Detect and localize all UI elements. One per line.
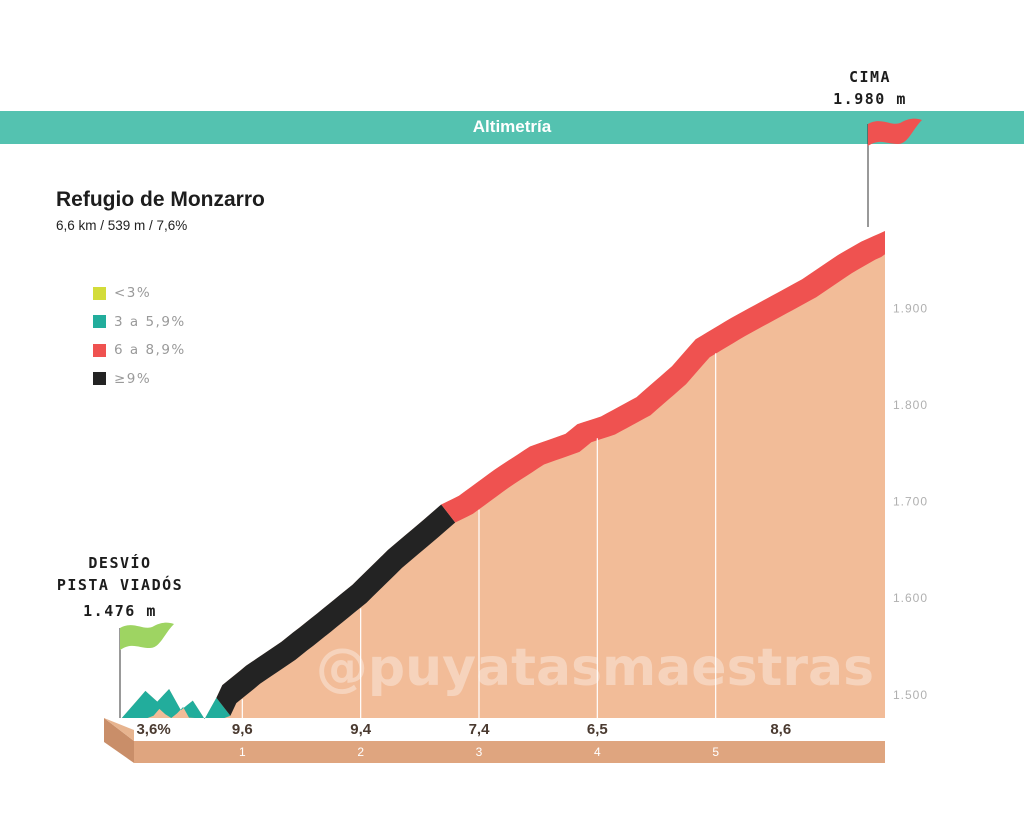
start-label-line2: PISTA VIADÓS (56, 576, 184, 594)
x-tick-label: 2 (357, 745, 364, 759)
segment-gradient-label: 8,6 (770, 721, 791, 738)
x-tick-label: 4 (594, 745, 601, 759)
legend-item: ≥9% (93, 365, 186, 394)
summit-flag (868, 118, 922, 146)
x-tick-label: 5 (712, 745, 719, 759)
legend-swatch (93, 315, 106, 329)
legend: <3% 3 a 5,9% 6 a 8,9% ≥9% (93, 279, 186, 393)
segment-gradient-label: 9,6 (232, 721, 253, 738)
x-tick-label: 3 (476, 745, 483, 759)
start-label-line1: DESVÍO (88, 554, 152, 572)
segment-gradient-label: 7,4 (469, 721, 491, 738)
y-tick-label: 1.800 (893, 398, 928, 412)
header-title: Altimetría (472, 117, 552, 136)
segment-gradient-label: 6,5 (587, 721, 608, 738)
start-flag (120, 622, 174, 650)
legend-label: <3% (114, 285, 152, 302)
legend-swatch (93, 286, 106, 300)
legend-label: 3 a 5,9% (114, 313, 186, 330)
summit-label: CIMA 1.980 m (800, 66, 940, 110)
y-tick-label: 1.900 (893, 301, 928, 315)
summit-elevation: 1.980 m (833, 90, 907, 108)
legend-item: 6 a 8,9% (93, 336, 186, 365)
watermark: @puyatasmaestras (316, 638, 874, 698)
base-block-side (104, 718, 134, 763)
climb-stats: 6,6 km / 539 m / 7,6% (56, 218, 188, 233)
legend-label: 6 a 8,9% (114, 342, 186, 359)
legend-swatch (93, 343, 106, 357)
y-tick-label: 1.700 (893, 495, 928, 509)
header-banner: Altimetría (0, 111, 1024, 144)
gradient-band (104, 689, 231, 719)
start-elevation: 1.476 m (83, 602, 157, 620)
x-tick-label: 1 (239, 745, 246, 759)
start-label: DESVÍO PISTA VIADÓS 1.476 m (35, 552, 205, 622)
segment-gradient-label: 3,6% (136, 721, 170, 738)
legend-label: ≥9% (114, 370, 152, 387)
y-tick-label: 1.600 (893, 591, 928, 605)
gradient-band (441, 231, 885, 523)
legend-item: 3 a 5,9% (93, 308, 186, 337)
legend-swatch (93, 372, 106, 386)
segment-gradient-label: 9,4 (350, 721, 372, 738)
base-block-top (104, 718, 134, 741)
y-tick-label: 1.500 (893, 688, 928, 702)
summit-label-line1: CIMA (848, 68, 892, 86)
climb-title: Refugio de Monzarro (56, 188, 265, 211)
legend-item: <3% (93, 279, 186, 308)
gradient-band (216, 504, 456, 716)
base-strip (134, 741, 885, 763)
